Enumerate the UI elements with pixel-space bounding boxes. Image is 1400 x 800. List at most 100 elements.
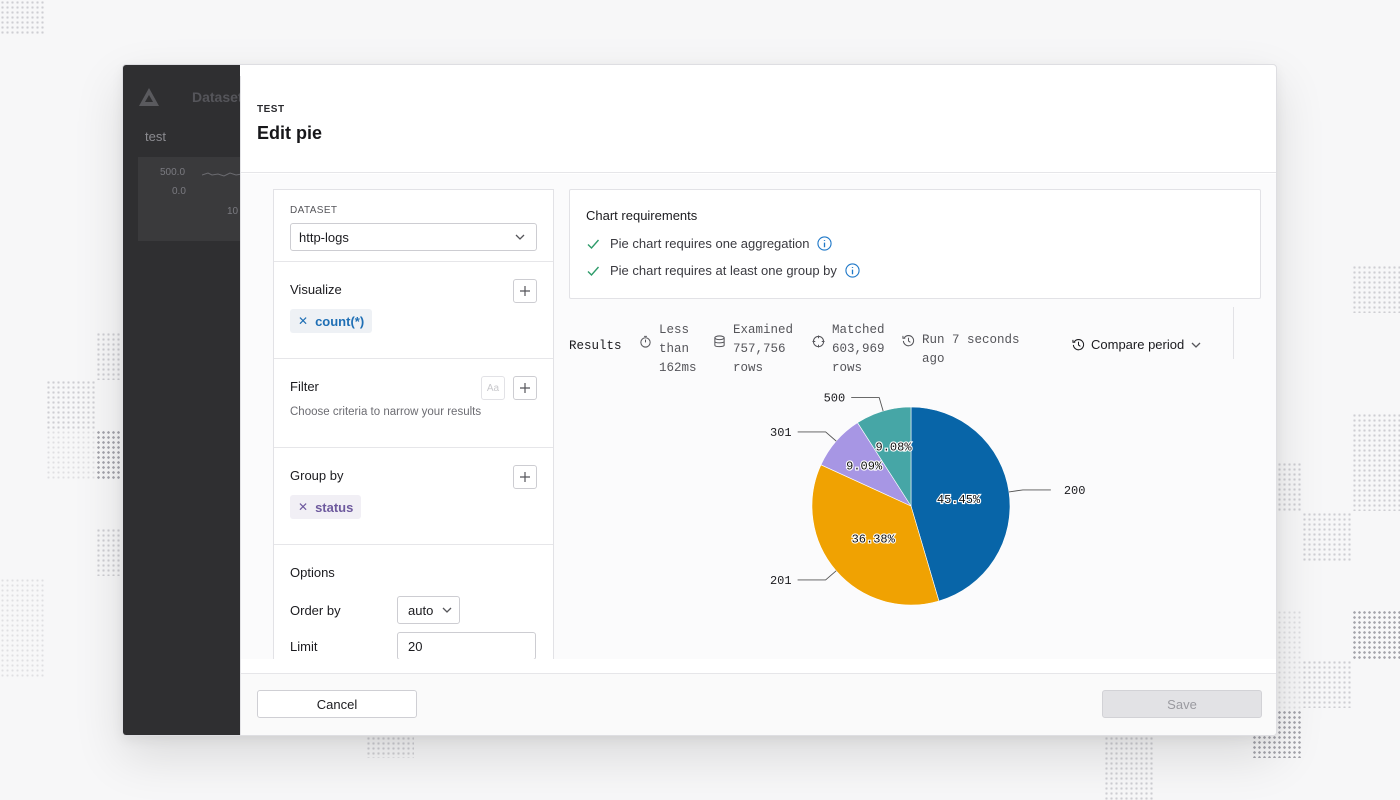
pie-category-label: 200 [1064, 484, 1086, 498]
pie-percent-label: 9.08% [876, 441, 913, 455]
remove-icon[interactable]: ✕ [298, 500, 309, 514]
options-label: Options [290, 565, 335, 580]
sparkline [202, 172, 242, 177]
duration-line: 162ms [659, 361, 697, 375]
logo-icon [139, 88, 159, 106]
add-group-by-button[interactable] [513, 465, 537, 489]
compare-period-button[interactable]: Compare period [1072, 337, 1202, 352]
examined-stat: Examined 757,756 rows [713, 321, 793, 378]
visualize-section: Visualize ✕ count(*) [274, 262, 553, 359]
background-pattern [1352, 265, 1400, 313]
filter-hint: Choose criteria to narrow your results [290, 406, 482, 418]
options-section: Options Order by auto Limit 20 [274, 545, 553, 659]
background-pattern [1352, 413, 1400, 511]
plus-icon [520, 286, 530, 296]
visualize-chip-label: count(*) [315, 313, 365, 329]
visualize-chip[interactable]: ✕ count(*) [290, 309, 373, 333]
pie-percent-label: 9.09% [846, 459, 883, 473]
filter-section: Filter Aa Choose criteria to narrow your… [274, 359, 553, 448]
pie-category-label: 201 [770, 574, 792, 588]
pie-slice-200[interactable] [910, 406, 1011, 602]
background-pattern [1104, 736, 1154, 800]
info-icon[interactable] [845, 263, 860, 278]
order-by-select[interactable]: auto [397, 596, 460, 624]
divider [1233, 307, 1234, 359]
stopwatch-icon [640, 335, 651, 348]
query-builder-panel: DATASET http-logs Visualize ✕ count(*) [273, 189, 554, 659]
dataset-value: http-logs [299, 229, 349, 245]
visualize-label: Visualize [290, 282, 342, 297]
database-icon [714, 335, 725, 348]
history-icon [1072, 339, 1085, 351]
plus-icon [520, 383, 530, 393]
app-window: Dataset test 500.0 0.0 10 TEST Edit pie … [122, 64, 1277, 736]
requirement-text: Pie chart requires one aggregation [610, 236, 810, 251]
examined-line: 757,756 [733, 342, 786, 356]
requirements-title: Chart requirements [586, 208, 698, 223]
modal-footer: Cancel Save [241, 673, 1276, 735]
chevron-down-icon [442, 607, 452, 613]
chart-requirements: Chart requirements Pie chart requires on… [569, 189, 1261, 299]
requirement-item: Pie chart requires at least one group by [586, 263, 1244, 278]
background-pattern [1352, 610, 1400, 660]
matched-stat: Matched 603,969 rows [812, 321, 885, 378]
results-summary: Results Less than 162ms Examined 757,756… [569, 307, 1261, 378]
pie-category-label: 500 [824, 392, 846, 406]
duration-line: than [659, 342, 690, 356]
limit-label: Limit [290, 638, 318, 654]
run-time-line: ago [922, 352, 945, 366]
pie-leader-line [1008, 489, 1051, 493]
matched-line: 603,969 [832, 342, 885, 356]
group-by-label: Group by [290, 468, 344, 483]
chevron-down-icon [1191, 342, 1201, 348]
pie-leader-line [851, 397, 884, 412]
background-pattern [96, 528, 122, 576]
dataset-select[interactable]: http-logs [290, 223, 537, 251]
info-icon[interactable] [817, 236, 833, 251]
add-filter-button[interactable] [513, 376, 537, 400]
remove-icon[interactable]: ✕ [298, 314, 309, 328]
check-icon [587, 266, 600, 276]
edit-chart-modal: TEST Edit pie DATASET http-logs Visualiz… [240, 76, 1276, 735]
text-filter-button[interactable]: Aa [481, 376, 505, 400]
cancel-button[interactable]: Cancel [257, 690, 417, 718]
app-title: Dataset [192, 89, 243, 105]
axis-label: 10 [227, 206, 239, 217]
filter-label: Filter [290, 379, 319, 394]
duration-line: Less [659, 323, 690, 337]
dataset-section: DATASET http-logs [274, 190, 553, 262]
group-by-section: Group by ✕ status [274, 448, 553, 545]
limit-row: Limit 20 [290, 632, 537, 659]
examined-line: Examined [733, 323, 794, 337]
background-pattern [1302, 512, 1352, 562]
pie-leader-line [797, 570, 837, 581]
pie-slice-500[interactable] [857, 406, 912, 508]
matched-line: rows [832, 361, 863, 375]
axis-label: 500.0 [160, 167, 186, 178]
pie-chart: 45.45% 200 36.38% 201 9.09% 301 9.08% 500 [569, 389, 1261, 659]
modal-title: Edit pie [257, 123, 323, 143]
examined-line: rows [733, 361, 764, 375]
app-background-dimmed: Dataset test 500.0 0.0 10 [123, 65, 243, 735]
group-by-chip-label: status [315, 499, 354, 515]
target-icon [812, 335, 825, 348]
modal-header: TEST Edit pie [241, 76, 1276, 173]
background-pattern [96, 332, 122, 380]
add-visualization-button[interactable] [513, 279, 537, 303]
background-pattern [46, 430, 96, 480]
run-time-stat: Run 7 seconds ago [902, 331, 1020, 369]
duration-stat: Less than 162ms [639, 321, 697, 378]
check-icon [587, 239, 600, 249]
run-time-line: Run 7 seconds [922, 333, 1020, 347]
order-by-value: auto [408, 602, 434, 618]
app-chart-card: 500.0 0.0 10 [138, 157, 242, 241]
chevron-down-icon [515, 234, 525, 240]
background-pattern [366, 736, 414, 758]
order-by-row: Order by auto [290, 596, 537, 624]
background-pattern [0, 0, 46, 34]
group-by-chip[interactable]: ✕ status [290, 495, 362, 519]
save-button[interactable]: Save [1102, 690, 1262, 718]
compare-period-label: Compare period [1091, 337, 1185, 352]
limit-input[interactable]: 20 [397, 632, 536, 659]
requirement-text: Pie chart requires at least one group by [610, 263, 837, 278]
